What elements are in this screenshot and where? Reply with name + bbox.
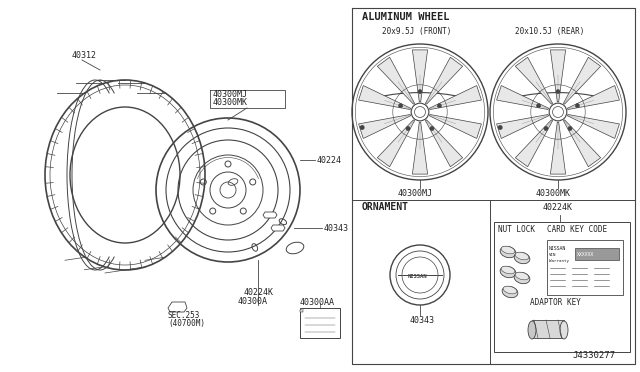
Circle shape — [556, 90, 560, 94]
Polygon shape — [426, 57, 463, 104]
Polygon shape — [412, 50, 428, 102]
Ellipse shape — [286, 242, 304, 254]
Bar — [547, 240, 623, 295]
Circle shape — [544, 126, 548, 131]
Text: NISSAN: NISSAN — [408, 274, 428, 279]
Polygon shape — [568, 86, 620, 109]
Circle shape — [430, 126, 434, 131]
Polygon shape — [568, 115, 620, 138]
Polygon shape — [426, 120, 463, 167]
Polygon shape — [271, 225, 285, 231]
Polygon shape — [429, 86, 481, 109]
Polygon shape — [563, 57, 601, 104]
Bar — [494, 222, 630, 352]
Text: NISSAN: NISSAN — [549, 246, 566, 251]
Text: 40300MJ: 40300MJ — [398, 189, 433, 198]
Text: ORNAMENT: ORNAMENT — [362, 202, 409, 212]
Text: 20x10.5J (REAR): 20x10.5J (REAR) — [515, 27, 584, 36]
Polygon shape — [429, 115, 481, 138]
Polygon shape — [378, 120, 415, 167]
Circle shape — [536, 104, 541, 108]
Text: 40300MK: 40300MK — [536, 189, 571, 198]
Text: 40300MJ: 40300MJ — [213, 90, 248, 99]
Polygon shape — [515, 120, 552, 167]
Text: 40300A: 40300A — [238, 297, 268, 306]
Text: 40224K: 40224K — [543, 203, 573, 212]
Ellipse shape — [514, 272, 530, 284]
Text: J4330277: J4330277 — [572, 351, 615, 360]
Text: VIN: VIN — [549, 253, 557, 257]
Ellipse shape — [528, 321, 536, 339]
Ellipse shape — [502, 286, 518, 298]
Polygon shape — [515, 57, 552, 104]
Text: 40300MK: 40300MK — [213, 98, 248, 107]
Text: 40343: 40343 — [324, 224, 349, 233]
Circle shape — [418, 90, 422, 94]
Ellipse shape — [560, 321, 568, 339]
Bar — [300, 308, 340, 338]
Ellipse shape — [503, 286, 517, 294]
Polygon shape — [497, 86, 548, 109]
Circle shape — [575, 104, 579, 108]
Text: 20x9.5J (FRONT): 20x9.5J (FRONT) — [382, 27, 451, 36]
Text: Warranty: Warranty — [549, 259, 569, 263]
Circle shape — [568, 126, 572, 131]
Text: 40343: 40343 — [410, 316, 435, 325]
Text: (40700M): (40700M) — [168, 319, 205, 328]
Bar — [575, 248, 619, 260]
Ellipse shape — [500, 246, 516, 258]
Polygon shape — [168, 302, 187, 312]
Text: CARD KEY CODE: CARD KEY CODE — [547, 225, 607, 234]
Text: ALUMINUM WHEEL: ALUMINUM WHEEL — [362, 12, 449, 22]
Text: 40300AA: 40300AA — [300, 298, 335, 307]
Polygon shape — [358, 86, 410, 109]
Ellipse shape — [501, 246, 515, 254]
Polygon shape — [412, 122, 428, 174]
Circle shape — [406, 126, 410, 131]
Circle shape — [499, 126, 502, 129]
Polygon shape — [550, 50, 566, 102]
Text: ADAPTOR KEY: ADAPTOR KEY — [530, 298, 581, 307]
Circle shape — [437, 104, 442, 108]
Ellipse shape — [500, 266, 516, 278]
Polygon shape — [300, 308, 303, 312]
Ellipse shape — [501, 266, 515, 274]
Polygon shape — [263, 212, 277, 218]
Bar — [532, 320, 564, 338]
Text: NUT LOCK: NUT LOCK — [498, 225, 535, 234]
Text: 40312: 40312 — [72, 51, 97, 60]
Text: 40224K: 40224K — [244, 288, 274, 297]
Text: XXXXXX: XXXXXX — [577, 252, 595, 257]
Polygon shape — [358, 115, 410, 138]
Polygon shape — [497, 115, 548, 138]
Polygon shape — [563, 120, 601, 167]
Ellipse shape — [515, 272, 529, 280]
Polygon shape — [550, 122, 566, 174]
Text: SEC.253: SEC.253 — [168, 311, 200, 320]
Circle shape — [399, 104, 403, 108]
Ellipse shape — [514, 252, 530, 264]
Circle shape — [360, 126, 364, 129]
Text: 40224: 40224 — [317, 156, 342, 165]
Ellipse shape — [515, 252, 529, 260]
Polygon shape — [378, 57, 415, 104]
